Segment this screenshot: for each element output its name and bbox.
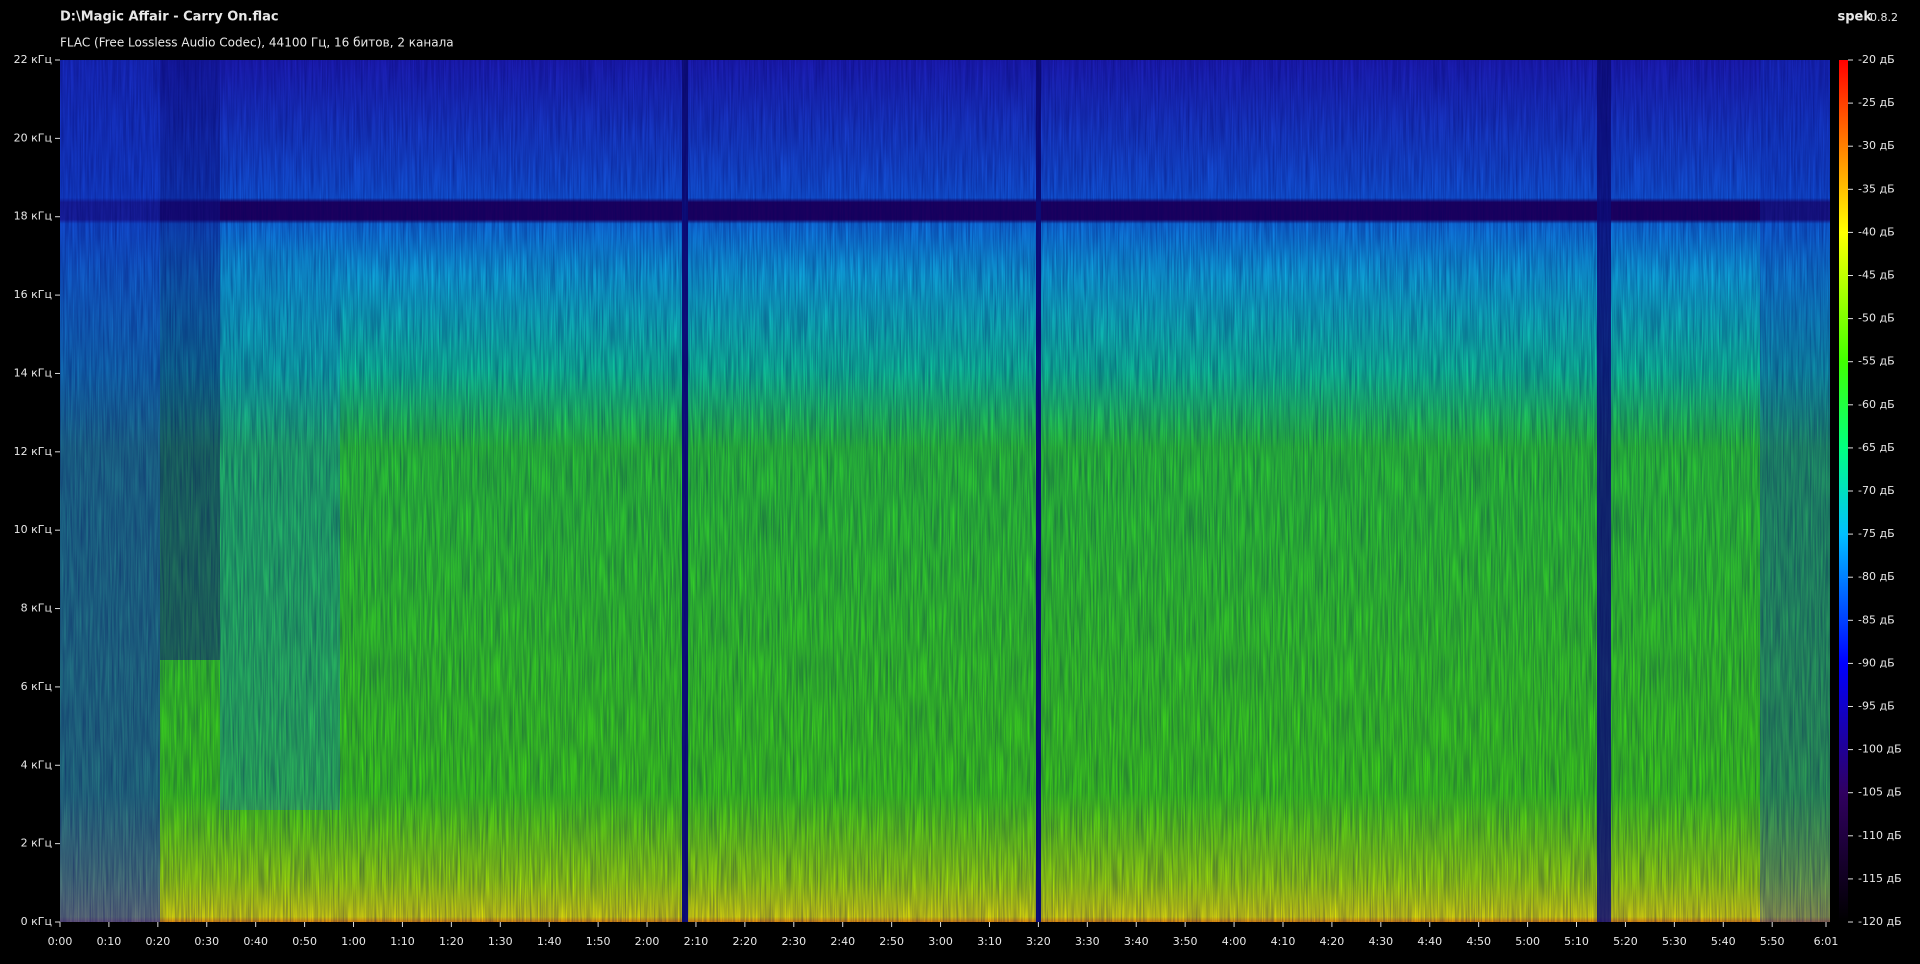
x-tick-label: 1:10 <box>390 935 415 948</box>
y-tick-label: 18 кГц <box>14 210 52 223</box>
colorbar-tick-label: -65 дБ <box>1858 441 1895 454</box>
x-tick-label: 4:30 <box>1368 935 1393 948</box>
colorbar-tick-label: -55 дБ <box>1858 355 1895 368</box>
x-tick-label: 0:30 <box>194 935 219 948</box>
x-tick-label: 1:40 <box>537 935 562 948</box>
x-tick-label: 3:40 <box>1124 935 1149 948</box>
x-tick-label: 6:01 <box>1814 935 1839 948</box>
x-tick-label: 2:10 <box>684 935 709 948</box>
colorbar-tick-label: -20 дБ <box>1858 53 1895 66</box>
y-tick-label: 0 кГц <box>21 915 52 928</box>
x-tick-label: 4:40 <box>1417 935 1442 948</box>
x-tick-label: 5:50 <box>1760 935 1785 948</box>
y-tick-label: 16 кГц <box>14 288 52 301</box>
colorbar-tick-label: -95 дБ <box>1858 700 1895 713</box>
x-tick-label: 3:50 <box>1173 935 1198 948</box>
y-tick-label: 2 кГц <box>21 837 52 850</box>
color-bar <box>1839 60 1848 922</box>
x-tick-label: 5:00 <box>1515 935 1540 948</box>
x-tick-label: 2:20 <box>733 935 758 948</box>
x-tick-label: 0:00 <box>48 935 73 948</box>
x-tick-label: 3:20 <box>1026 935 1051 948</box>
x-tick-label: 4:00 <box>1222 935 1247 948</box>
y-tick-label: 12 кГц <box>14 445 52 458</box>
y-tick-label: 14 кГц <box>14 366 52 379</box>
colorbar-tick-label: -50 дБ <box>1858 312 1895 325</box>
x-tick-label: 5:40 <box>1711 935 1736 948</box>
y-tick-label: 22 кГц <box>14 53 52 66</box>
colorbar-tick-label: -100 дБ <box>1858 743 1902 756</box>
x-tick-label: 4:10 <box>1271 935 1296 948</box>
app-version: 0.8.2 <box>1870 11 1898 24</box>
app-name: spek <box>1837 10 1872 25</box>
colorbar-tick-label: -105 дБ <box>1858 786 1902 799</box>
x-tick-label: 1:30 <box>488 935 513 948</box>
y-tick-label: 4 кГц <box>21 758 52 771</box>
colorbar-tick-label: -85 дБ <box>1858 613 1895 626</box>
colorbar-tick-label: -110 дБ <box>1858 829 1902 842</box>
x-tick-label: 0:50 <box>292 935 317 948</box>
x-tick-label: 1:50 <box>586 935 611 948</box>
x-tick-label: 2:00 <box>635 935 660 948</box>
y-tick-label: 6 кГц <box>21 680 52 693</box>
x-tick-label: 0:40 <box>243 935 268 948</box>
x-tick-label: 3:30 <box>1075 935 1100 948</box>
x-tick-label: 5:20 <box>1613 935 1638 948</box>
colorbar-tick-label: -120 дБ <box>1858 915 1902 928</box>
x-tick-label: 2:30 <box>781 935 806 948</box>
y-tick-label: 8 кГц <box>21 602 52 615</box>
x-tick-label: 0:20 <box>145 935 170 948</box>
file-info: FLAC (Free Lossless Audio Codec), 44100 … <box>60 36 454 50</box>
x-tick-label: 3:10 <box>977 935 1002 948</box>
colorbar-tick-label: -115 дБ <box>1858 872 1902 885</box>
y-tick-label: 20 кГц <box>14 131 52 144</box>
x-tick-label: 1:20 <box>439 935 464 948</box>
colorbar-tick-label: -30 дБ <box>1858 139 1895 152</box>
x-tick-label: 4:20 <box>1320 935 1345 948</box>
x-tick-label: 5:10 <box>1564 935 1589 948</box>
colorbar-tick-label: -40 дБ <box>1858 225 1895 238</box>
colorbar-tick-label: -25 дБ <box>1858 96 1895 109</box>
colorbar-tick-label: -75 дБ <box>1858 527 1895 540</box>
colorbar-tick-label: -60 дБ <box>1858 398 1895 411</box>
x-tick-label: 2:50 <box>879 935 904 948</box>
x-tick-label: 3:00 <box>928 935 953 948</box>
x-tick-label: 5:30 <box>1662 935 1687 948</box>
x-tick-label: 2:40 <box>830 935 855 948</box>
spectrum-texture <box>60 60 1830 922</box>
y-tick-label: 10 кГц <box>14 523 52 536</box>
x-tick-label: 4:50 <box>1466 935 1491 948</box>
colorbar-tick-label: -80 дБ <box>1858 570 1895 583</box>
colorbar-tick-label: -45 дБ <box>1858 269 1895 282</box>
colorbar-tick-label: -35 дБ <box>1858 182 1895 195</box>
spectrogram <box>60 60 1830 922</box>
x-tick-label: 0:10 <box>97 935 122 948</box>
colorbar-tick-label: -90 дБ <box>1858 656 1895 669</box>
file-title: D:\Magic Affair - Carry On.flac <box>60 10 279 25</box>
x-tick-label: 1:00 <box>341 935 366 948</box>
colorbar-tick-label: -70 дБ <box>1858 484 1895 497</box>
